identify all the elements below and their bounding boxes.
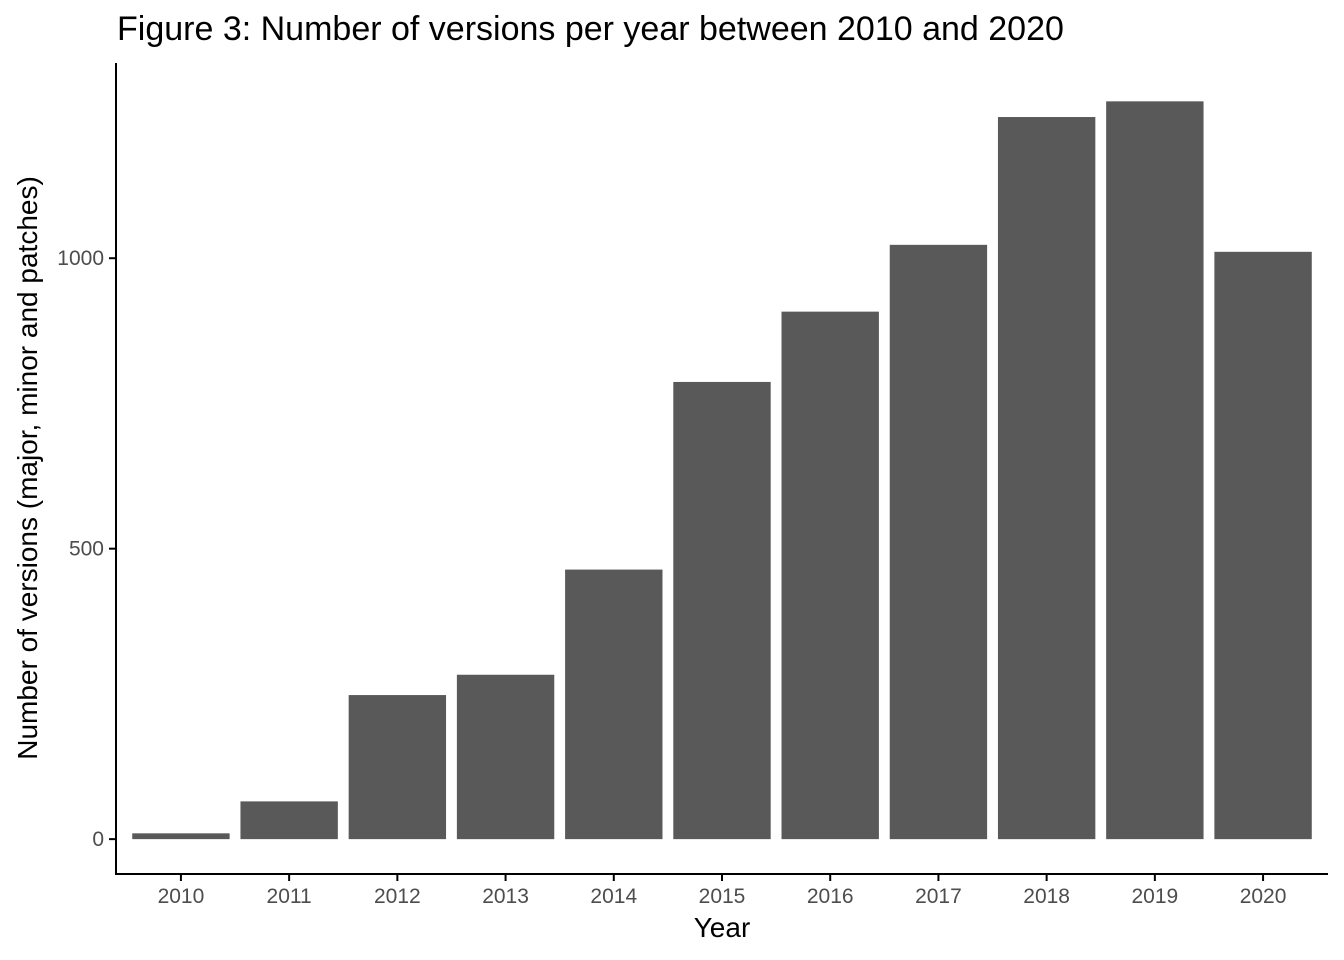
chart-title: Figure 3: Number of versions per year be… [117,10,1064,48]
bar-2015 [673,381,771,840]
bar-2014 [565,569,663,840]
bar-2013 [456,674,555,840]
x-tick-label: 2010 [158,885,205,908]
x-tick-label: 2019 [1132,885,1179,908]
bars-layer [132,101,1312,840]
bar-2010 [132,833,230,840]
x-tick-label: 2016 [807,885,854,908]
y-axis-title: Number of versions (major, minor and pat… [12,176,43,760]
y-tick-label: 1000 [57,247,104,270]
bar-2012 [348,695,447,840]
x-tick-label: 2013 [482,885,529,908]
bar-2016 [781,311,879,840]
bar-2011 [240,801,338,840]
x-tick-label: 2020 [1240,885,1287,908]
x-ticks: 2010 2011 2012 2013 2014 2015 2016 2017 2018 2019… [158,874,1287,908]
x-axis-title: Year [694,912,751,943]
x-tick-label: 2017 [915,885,962,908]
x-tick-label: 2011 [267,885,312,908]
y-ticks: 0 500 1000 [57,247,116,851]
y-tick-label: 0 [92,828,104,851]
x-tick-label: 2012 [374,885,421,908]
y-tick-label: 500 [69,538,104,561]
bar-2019 [1106,101,1204,840]
x-tick-label: 2018 [1023,885,1070,908]
bar-2020 [1214,251,1312,840]
x-tick-label: 2014 [590,885,637,908]
x-tick-label: 2015 [699,885,746,908]
bar-2017 [889,244,988,840]
bar-2018 [997,117,1096,840]
